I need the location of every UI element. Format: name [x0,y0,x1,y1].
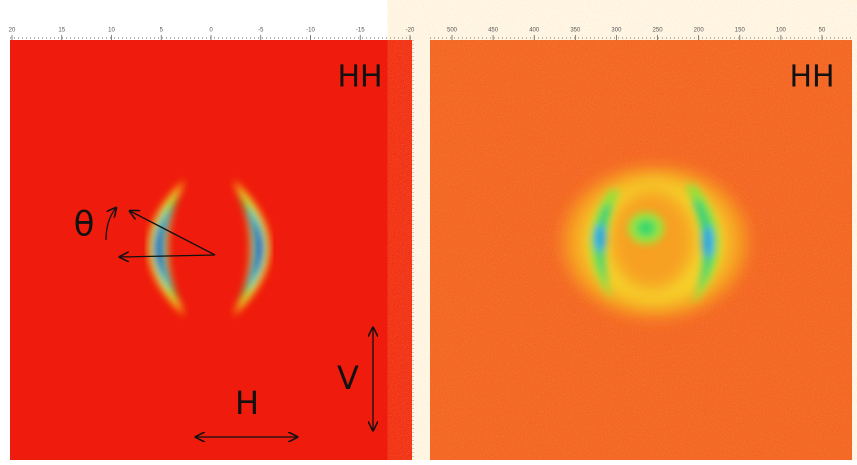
v-label: V [337,359,359,397]
top-tick-label: 150 [735,28,746,34]
top-tick-label: 450 [488,28,499,34]
top-tick-label: 15 [58,28,65,34]
top-tick-label: 350 [570,28,581,34]
top-tick-label: 50 [819,28,826,34]
top-tick-label: -10 [306,28,315,34]
top-tick-label: 250 [653,28,664,34]
theta-label: θ [74,205,95,245]
top-tick-label: 20 [9,28,16,34]
top-tick-label: 5 [160,28,164,34]
top-tick-label: 200 [694,28,705,34]
panel-label: HH [789,60,834,95]
top-tick-label: 400 [529,28,540,34]
top-tick-label: 0 [209,28,213,34]
ring-pattern [563,167,747,317]
top-tick-label: 300 [611,28,622,34]
top-tick-label: 10 [108,28,115,34]
top-tick-label: -5 [258,28,264,34]
top-tick-label: -15 [356,28,365,34]
panel-background [10,40,412,460]
measured-panel: HH [430,37,852,460]
top-tick-label: 100 [776,28,787,34]
top-tick-label: 500 [447,28,458,34]
panel-label: HH [337,60,382,95]
top-tick-label: -20 [406,28,415,34]
crescent-left [148,180,185,316]
crescent-right [233,180,270,316]
angle-arrows [105,208,373,437]
simulated-panel: HH θ H V [10,37,414,460]
h-label: H [235,384,259,422]
